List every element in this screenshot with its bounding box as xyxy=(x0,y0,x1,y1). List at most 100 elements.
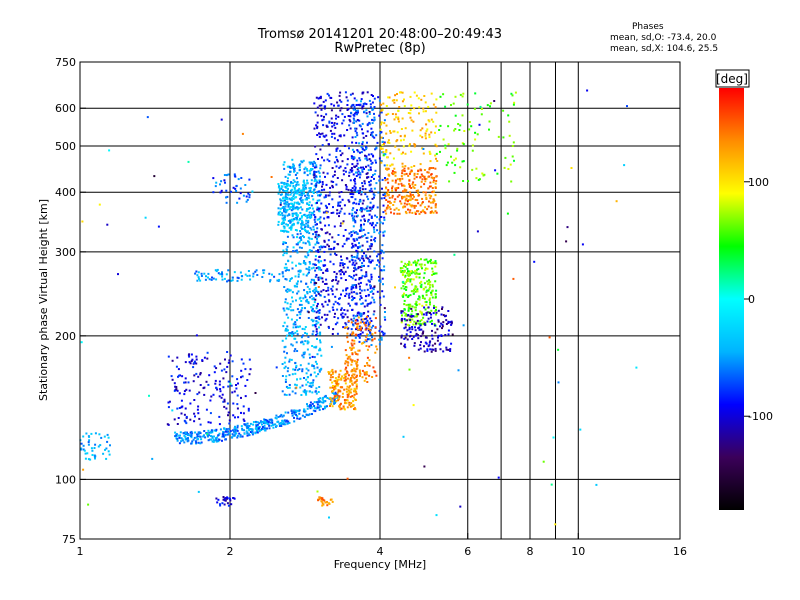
data-point xyxy=(178,392,181,395)
data-point xyxy=(320,245,323,248)
data-point xyxy=(581,243,584,246)
data-point xyxy=(296,308,299,311)
data-point xyxy=(276,279,279,282)
data-point xyxy=(319,339,321,342)
data-point xyxy=(337,375,340,378)
data-point xyxy=(401,172,404,175)
data-point xyxy=(379,252,382,255)
data-point xyxy=(313,346,316,349)
data-point xyxy=(221,433,224,436)
data-point xyxy=(448,180,451,183)
data-point xyxy=(291,333,294,336)
data-point xyxy=(356,325,359,328)
data-point xyxy=(351,242,354,245)
data-point xyxy=(424,323,427,326)
data-point xyxy=(371,161,374,164)
data-point xyxy=(318,199,321,202)
data-point xyxy=(425,342,428,345)
data-point xyxy=(83,449,86,452)
data-point xyxy=(399,267,402,270)
data-point xyxy=(300,394,303,396)
data-point xyxy=(176,439,179,442)
data-point xyxy=(244,273,247,276)
data-point xyxy=(291,414,294,417)
data-point xyxy=(315,328,318,331)
data-point xyxy=(365,155,368,158)
data-point xyxy=(277,416,280,418)
data-point xyxy=(299,263,302,266)
data-point xyxy=(199,423,202,426)
data-point xyxy=(392,157,395,160)
data-point xyxy=(277,183,280,185)
data-point xyxy=(283,161,286,164)
data-point xyxy=(88,435,91,438)
data-point xyxy=(311,307,314,310)
data-point xyxy=(289,193,292,196)
data-point xyxy=(415,286,418,288)
data-point xyxy=(315,233,318,236)
data-point xyxy=(330,403,333,406)
data-point xyxy=(352,202,355,205)
data-point xyxy=(190,442,193,445)
data-point xyxy=(354,244,357,247)
data-point xyxy=(220,396,223,399)
data-point xyxy=(212,440,215,443)
data-point xyxy=(283,321,286,324)
data-point xyxy=(299,325,301,328)
data-point xyxy=(321,185,323,188)
data-point xyxy=(302,343,305,346)
data-point xyxy=(471,168,474,171)
data-point xyxy=(371,376,374,378)
data-point xyxy=(378,99,381,102)
data-point xyxy=(284,218,286,221)
data-point xyxy=(340,377,343,380)
data-point xyxy=(357,103,360,106)
data-point xyxy=(285,337,288,340)
data-point xyxy=(176,356,179,359)
data-point xyxy=(369,206,372,209)
data-point xyxy=(357,316,360,319)
data-point xyxy=(292,411,295,414)
data-point xyxy=(88,439,91,442)
data-point xyxy=(383,119,386,122)
data-point xyxy=(351,352,354,354)
data-point xyxy=(277,192,280,195)
data-point xyxy=(281,230,284,232)
data-point xyxy=(381,330,384,333)
data-point xyxy=(312,198,315,201)
data-point xyxy=(339,91,342,94)
data-point xyxy=(356,378,358,381)
data-point xyxy=(414,329,417,332)
data-point xyxy=(439,95,442,98)
data-point xyxy=(441,308,443,310)
data-point xyxy=(355,111,358,114)
data-point xyxy=(400,182,403,185)
data-point xyxy=(221,439,223,442)
data-point xyxy=(341,122,344,125)
data-point xyxy=(378,114,381,117)
data-point xyxy=(215,367,218,370)
data-point xyxy=(334,370,337,373)
data-point xyxy=(177,375,179,378)
data-point xyxy=(428,150,431,153)
data-point xyxy=(293,223,295,226)
data-point xyxy=(323,196,326,199)
data-point xyxy=(298,193,301,196)
data-point xyxy=(419,176,422,179)
data-point xyxy=(87,458,90,461)
data-point xyxy=(283,209,285,212)
data-point xyxy=(281,272,284,275)
data-point xyxy=(325,290,328,292)
data-point xyxy=(288,386,291,389)
data-point xyxy=(409,278,412,281)
data-point xyxy=(421,175,424,178)
data-point xyxy=(442,314,445,317)
data-point xyxy=(333,388,336,391)
data-point xyxy=(314,287,317,289)
data-point xyxy=(331,121,333,124)
data-point xyxy=(341,113,344,116)
data-point xyxy=(342,315,345,318)
data-point xyxy=(293,186,296,189)
data-point xyxy=(308,268,311,271)
data-point xyxy=(279,213,282,216)
